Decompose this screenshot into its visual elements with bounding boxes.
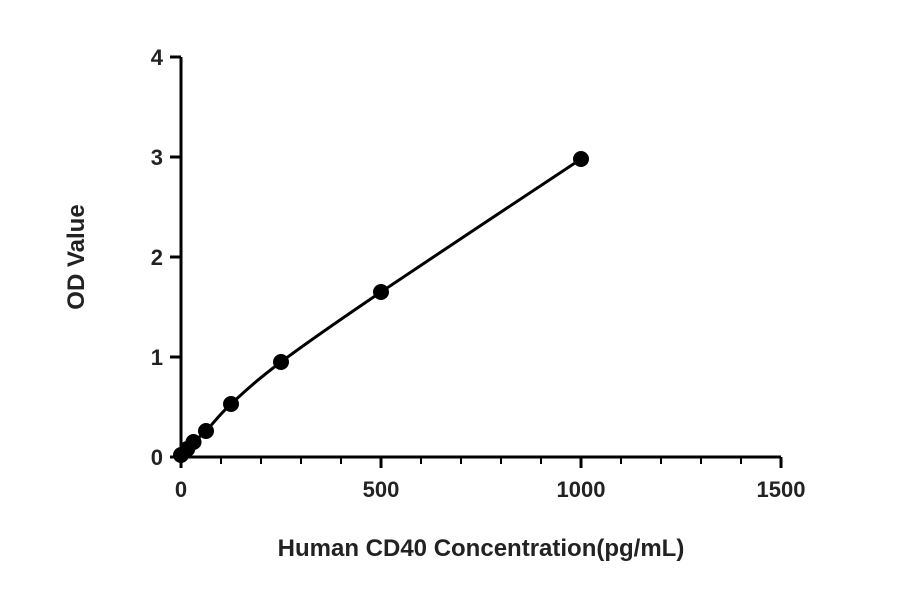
y-tick-label: 1 [151, 345, 163, 370]
data-point [223, 396, 239, 412]
x-tick-label: 500 [363, 477, 400, 502]
data-point [373, 284, 389, 300]
y-tick-label: 4 [151, 45, 164, 70]
y-tick-labels: 0 1 2 3 4 [151, 45, 164, 470]
y-tick-label: 3 [151, 145, 163, 170]
x-tick-labels: 0 500 1000 1500 [175, 477, 806, 502]
y-axis-title: OD Value [63, 204, 90, 309]
x-major-ticks [179, 457, 783, 468]
x-tick-label: 1000 [557, 477, 606, 502]
x-axis-title: Human CD40 Concentration(pg/mL) [278, 535, 685, 562]
data-points [173, 151, 589, 463]
x-tick-label: 0 [175, 477, 187, 502]
axes [179, 57, 781, 459]
y-tick-label: 0 [151, 445, 163, 470]
x-tick-label: 1500 [757, 477, 806, 502]
x-minor-ticks [220, 457, 742, 464]
y-major-ticks [170, 55, 181, 459]
data-point [273, 354, 289, 370]
data-point [573, 151, 589, 167]
data-point [198, 423, 214, 439]
fit-curve [179, 157, 582, 457]
y-tick-label: 2 [151, 245, 163, 270]
data-point [185, 434, 202, 450]
